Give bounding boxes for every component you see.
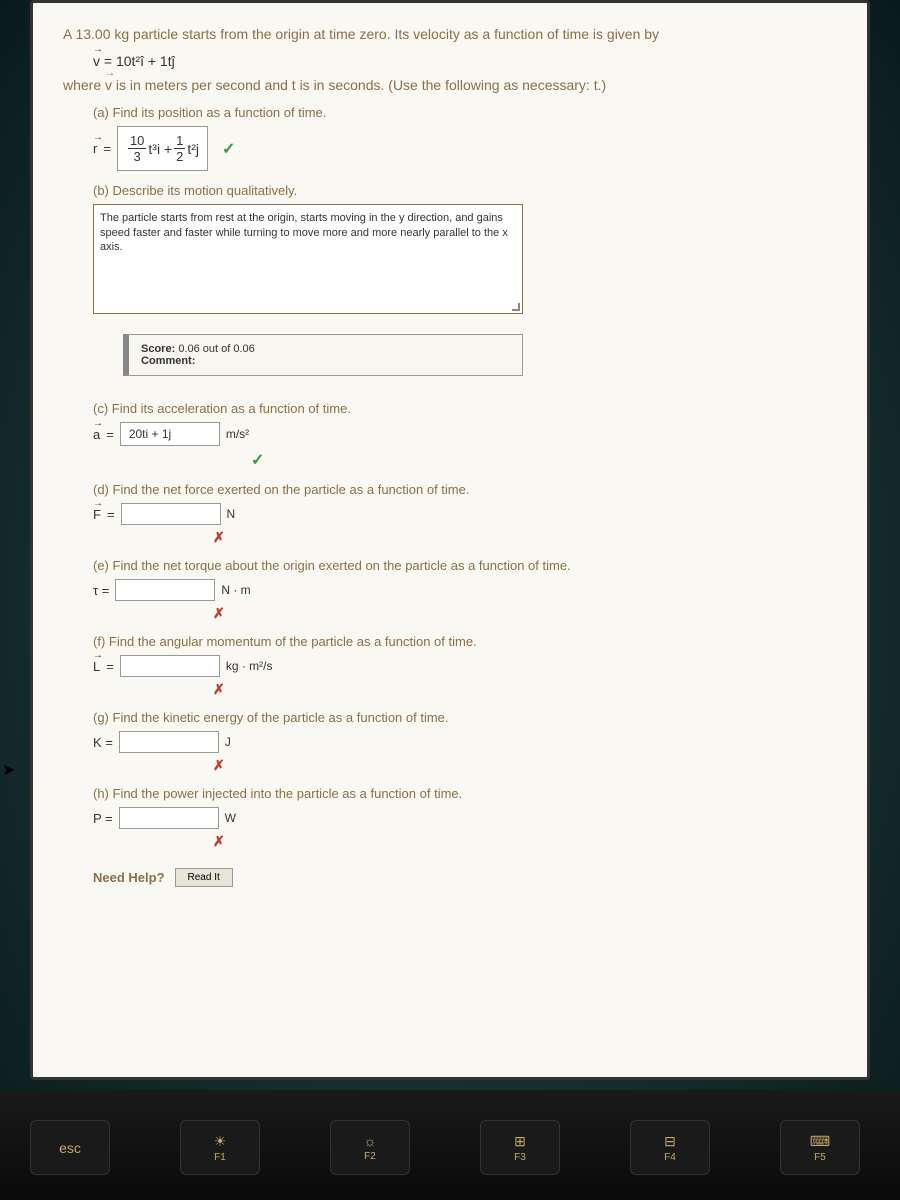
brightness-down-icon: ☀ xyxy=(214,1133,227,1150)
tau-label: τ = xyxy=(93,583,109,598)
part-a-answer-row: r = 10 3 t³i + 1 2 t²j ✓ xyxy=(93,126,837,171)
part-e-answer-row: τ = N · m xyxy=(93,579,837,601)
where-line: where v is in meters per second and t is… xyxy=(63,77,837,93)
brightness-up-icon: ☼ xyxy=(364,1133,377,1149)
a-vector: a xyxy=(93,427,100,442)
x-icon: ✗ xyxy=(213,681,225,697)
part-g-answer-box[interactable] xyxy=(119,731,219,753)
part-c-answer-box[interactable]: 20ti + 1j xyxy=(120,422,220,446)
keyboard-row: esc ☀ F1 ☼ F2 ⊞ F3 ⊟ F4 ⌨ F5 xyxy=(0,1090,900,1200)
v-vector-2: v xyxy=(105,77,112,93)
check-icon: ✓ xyxy=(222,139,235,159)
part-f-unit: kg · m²/s xyxy=(226,659,273,673)
part-f-answer-row: L = kg · m²/s xyxy=(93,655,837,677)
problem-content: A 13.00 kg particle starts from the orig… xyxy=(33,3,867,1077)
part-c-unit: m/s² xyxy=(226,427,249,441)
check-icon: ✓ xyxy=(251,452,264,469)
part-c-answer-row: a = 20ti + 1j m/s² xyxy=(93,422,837,446)
f4-key[interactable]: ⊟ F4 xyxy=(630,1120,710,1175)
f3-key[interactable]: ⊞ F3 xyxy=(480,1120,560,1175)
read-it-button[interactable]: Read It xyxy=(175,868,233,887)
r-vector: r xyxy=(93,141,97,156)
screen-frame: A 13.00 kg particle starts from the orig… xyxy=(30,0,870,1080)
score-box: Score: 0.06 out of 0.06 Comment: xyxy=(123,334,523,376)
fraction-1: 10 3 xyxy=(128,133,146,164)
l-vector: L xyxy=(93,659,100,674)
part-d-label: (d) Find the net force exerted on the pa… xyxy=(93,482,837,497)
part-g-unit: J xyxy=(225,735,231,749)
f2-key[interactable]: ☼ F2 xyxy=(330,1120,410,1175)
part-h-unit: W xyxy=(225,811,236,825)
keyboard-light-icon: ⌨ xyxy=(810,1133,830,1150)
need-help-label: Need Help? xyxy=(93,870,165,885)
p-label: P = xyxy=(93,811,113,826)
part-e-unit: N · m xyxy=(221,583,250,597)
f-vector: F xyxy=(93,507,101,522)
part-c-label: (c) Find its acceleration as a function … xyxy=(93,401,837,416)
part-d-unit: N xyxy=(227,507,236,521)
launchpad-icon: ⊟ xyxy=(664,1133,676,1150)
x-icon: ✗ xyxy=(213,605,225,621)
part-a-answer-box[interactable]: 10 3 t³i + 1 2 t²j xyxy=(117,126,208,171)
resize-handle-icon[interactable] xyxy=(510,301,520,311)
k-label: K = xyxy=(93,735,113,750)
part-e-label: (e) Find the net torque about the origin… xyxy=(93,558,837,573)
part-g-label: (g) Find the kinetic energy of the parti… xyxy=(93,710,837,725)
part-e-answer-box[interactable] xyxy=(115,579,215,601)
mission-control-icon: ⊞ xyxy=(514,1133,526,1150)
velocity-equation: v = 10t²î + 1tĵ xyxy=(93,53,837,69)
esc-key[interactable]: esc xyxy=(30,1120,110,1175)
part-g-answer-row: K = J xyxy=(93,731,837,753)
f1-key[interactable]: ☀ F1 xyxy=(180,1120,260,1175)
fraction-2: 1 2 xyxy=(174,133,185,164)
part-f-label: (f) Find the angular momentum of the par… xyxy=(93,634,837,649)
part-f-answer-box[interactable] xyxy=(120,655,220,677)
need-help-row: Need Help? Read It xyxy=(93,868,837,887)
x-icon: ✗ xyxy=(213,529,225,545)
part-b-textarea[interactable]: The particle starts from rest at the ori… xyxy=(93,204,523,314)
f5-key[interactable]: ⌨ F5 xyxy=(780,1120,860,1175)
part-h-label: (h) Find the power injected into the par… xyxy=(93,786,837,801)
part-h-answer-row: P = W xyxy=(93,807,837,829)
problem-intro: A 13.00 kg particle starts from the orig… xyxy=(63,23,837,45)
part-h-answer-box[interactable] xyxy=(119,807,219,829)
part-d-answer-row: F = N xyxy=(93,503,837,525)
part-b-label: (b) Describe its motion qualitatively. xyxy=(93,183,837,198)
cursor-icon: ➤ xyxy=(2,760,15,780)
v-vector: v xyxy=(93,53,100,69)
part-d-answer-box[interactable] xyxy=(121,503,221,525)
x-icon: ✗ xyxy=(213,833,225,849)
x-icon: ✗ xyxy=(213,757,225,773)
part-a-label: (a) Find its position as a function of t… xyxy=(93,105,837,120)
